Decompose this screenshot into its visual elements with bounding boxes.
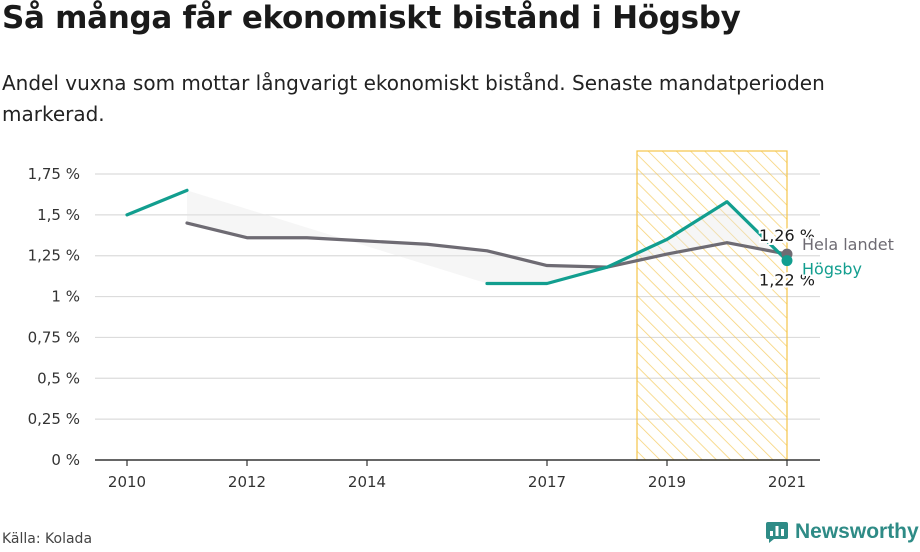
- x-tick-label: 2012: [228, 473, 266, 490]
- source-note: Källa: Kolada: [2, 531, 93, 547]
- grid-lines: [95, 173, 820, 420]
- axes: 0 % 0,25 % 0,5 % 0,75 % 1 % 1,25 % 1,5 % 1,75 %…: [28, 165, 820, 490]
- chart-title: Så många får ekonomiskt bistånd i Högsby: [2, 0, 741, 36]
- y-tick-label: 0,25 %: [28, 410, 80, 428]
- x-tick-label: 2014: [348, 473, 386, 490]
- y-tick-label: 0,5 %: [37, 369, 80, 387]
- brand-name: Newsworthy: [795, 520, 919, 543]
- end-value-label: 1,26 %: [759, 226, 815, 245]
- y-tick-label: 1,5 %: [37, 206, 80, 224]
- series-line-högsby: [125, 188, 189, 217]
- x-tick-label: 2019: [648, 473, 686, 490]
- end-point-högsby: [781, 255, 793, 267]
- chart-subtitle: Andel vuxna som mottar långvarigt ekonom…: [2, 71, 825, 126]
- bar-chart-speech-icon: [766, 522, 788, 543]
- highlight-period: [636, 150, 788, 461]
- brand-logo[interactable]: Newsworthy: [765, 520, 919, 544]
- y-tick-label: 0 %: [51, 451, 80, 469]
- x-tick-label: 2017: [528, 473, 566, 490]
- highlight-rect: [636, 150, 788, 461]
- series-lines: [125, 188, 793, 286]
- series-name-label: Högsby: [802, 260, 862, 279]
- y-tick-label: 1,25 %: [28, 247, 80, 265]
- series-name-label: Hela landet: [802, 235, 894, 254]
- y-tick-label: 0,75 %: [28, 328, 80, 346]
- end-value-label: 1,22 %: [759, 271, 815, 290]
- y-tick-label: 1 %: [51, 288, 80, 306]
- end-labels: 1,26 %Hela landet 1,22 %Högsby: [757, 224, 895, 292]
- y-tick-label: 1,75 %: [28, 165, 80, 183]
- line-chart: 0 % 0,25 % 0,5 % 0,75 % 1 % 1,25 % 1,5 % 1,75 %…: [28, 150, 895, 490]
- x-tick-label: 2010: [108, 473, 146, 490]
- series-line-hela-landet: [185, 221, 789, 269]
- x-tick-label: 2021: [768, 473, 806, 490]
- series-line-högsby: [485, 200, 789, 286]
